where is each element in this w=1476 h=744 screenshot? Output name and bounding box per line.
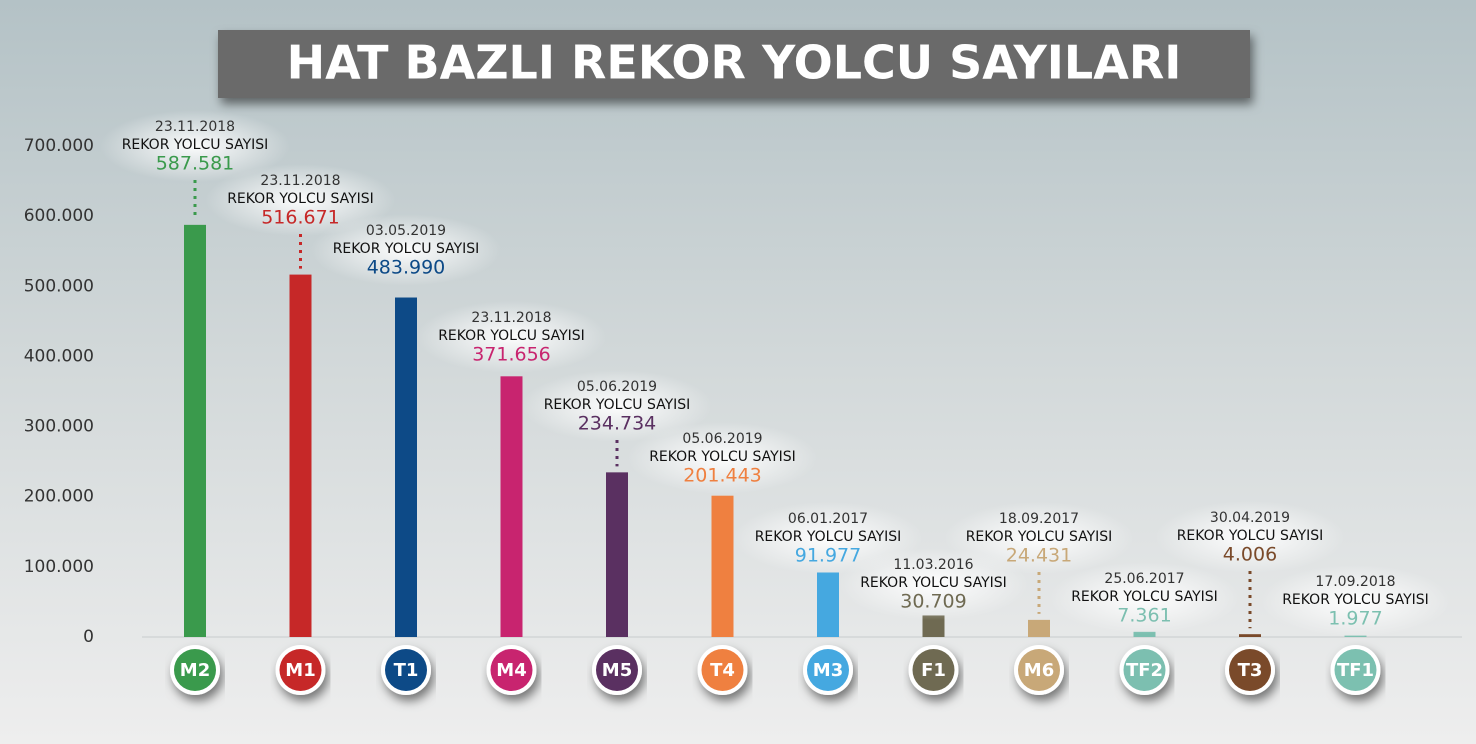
value-label: 201.443 xyxy=(683,465,762,487)
value-caption: REKOR YOLCU SAYISI xyxy=(544,397,691,413)
value-caption: REKOR YOLCU SAYISI xyxy=(438,328,585,344)
bar xyxy=(500,376,523,637)
y-tick-label: 700.000 xyxy=(24,136,94,156)
value-caption: REKOR YOLCU SAYISI xyxy=(649,449,796,465)
bar xyxy=(606,472,628,637)
line-badge xyxy=(174,649,216,691)
line-badge xyxy=(1334,649,1377,691)
line-badge xyxy=(490,649,533,691)
value-caption: REKOR YOLCU SAYISI xyxy=(1071,589,1218,605)
line-badge xyxy=(1123,649,1166,691)
bar xyxy=(817,572,839,637)
bar xyxy=(395,297,417,637)
y-tick-label: 100.000 xyxy=(24,557,94,577)
record-date: 23.11.2018 xyxy=(471,310,551,326)
x-tick-label: M3 xyxy=(813,660,843,681)
value-label: 516.671 xyxy=(261,207,340,229)
bar xyxy=(184,224,206,638)
value-caption: REKOR YOLCU SAYISI xyxy=(1282,592,1429,608)
record-date: 05.06.2019 xyxy=(682,431,762,447)
bar xyxy=(1239,634,1261,637)
y-tick-label: 500.000 xyxy=(24,276,94,296)
y-tick-label: 600.000 xyxy=(24,206,94,226)
label-glow xyxy=(100,110,290,182)
value-label: 4.006 xyxy=(1223,544,1277,566)
y-tick-label: 200.000 xyxy=(24,487,94,507)
line-badge xyxy=(596,649,638,691)
label-glow xyxy=(522,370,712,442)
label-glow xyxy=(1049,562,1240,634)
x-tick-label: M1 xyxy=(285,660,315,681)
line-badge xyxy=(807,649,849,691)
x-tick-label: M2 xyxy=(180,660,210,681)
record-date: 23.11.2018 xyxy=(155,119,235,135)
chart-title: HAT BAZLI REKOR YOLCU SAYILARI xyxy=(287,36,1182,90)
bar xyxy=(1028,619,1050,637)
x-tick-label: M4 xyxy=(496,660,526,681)
value-label: 371.656 xyxy=(472,344,551,366)
record-date: 11.03.2016 xyxy=(893,557,973,573)
value-caption: REKOR YOLCU SAYISI xyxy=(1177,528,1324,544)
record-date: 17.09.2018 xyxy=(1315,574,1395,590)
label-glow xyxy=(627,422,818,494)
value-caption: REKOR YOLCU SAYISI xyxy=(755,529,902,545)
line-badge xyxy=(385,649,427,691)
x-tick-label: M5 xyxy=(602,660,632,681)
value-caption: REKOR YOLCU SAYISI xyxy=(966,529,1113,545)
x-tick-label: T3 xyxy=(1238,660,1263,681)
line-badge xyxy=(279,649,322,691)
label-glow xyxy=(205,164,396,236)
x-tick-label: T4 xyxy=(710,660,735,681)
bar xyxy=(922,615,945,637)
line-badge xyxy=(1018,649,1060,691)
record-date: 03.05.2019 xyxy=(366,223,446,239)
record-date: 30.04.2019 xyxy=(1210,510,1290,526)
value-caption: REKOR YOLCU SAYISI xyxy=(333,241,480,257)
value-caption: REKOR YOLCU SAYISI xyxy=(227,191,374,207)
record-date: 25.06.2017 xyxy=(1104,571,1184,587)
value-caption: REKOR YOLCU SAYISI xyxy=(122,137,269,153)
line-badge xyxy=(1229,649,1271,691)
record-date: 23.11.2018 xyxy=(260,173,340,189)
bar xyxy=(1133,631,1156,637)
y-tick-label: 0 xyxy=(83,627,94,647)
value-caption: REKOR YOLCU SAYISI xyxy=(860,575,1007,591)
label-glow xyxy=(944,502,1134,574)
x-tick-label: F1 xyxy=(921,660,946,681)
record-date: 05.06.2019 xyxy=(577,379,657,395)
value-label: 7.361 xyxy=(1117,605,1171,627)
x-tick-label: M6 xyxy=(1024,660,1054,681)
x-tick-label: T1 xyxy=(394,660,419,681)
value-label: 587.581 xyxy=(156,153,235,175)
value-label: 24.431 xyxy=(1006,545,1072,567)
value-label: 234.734 xyxy=(578,413,657,435)
x-tick-label: TF1 xyxy=(1337,660,1374,681)
record-date: 06.01.2017 xyxy=(788,511,868,527)
value-label: 1.977 xyxy=(1328,608,1382,630)
label-glow xyxy=(1260,565,1451,637)
value-label: 483.990 xyxy=(367,257,446,279)
record-date: 18.09.2017 xyxy=(999,511,1079,527)
line-badge xyxy=(912,649,955,691)
y-tick-label: 300.000 xyxy=(24,417,94,437)
y-tick-label: 400.000 xyxy=(24,346,94,366)
x-tick-label: TF2 xyxy=(1126,660,1163,681)
title-banner xyxy=(218,30,1250,98)
label-glow xyxy=(1155,501,1345,573)
label-glow xyxy=(311,214,501,286)
label-glow xyxy=(416,301,607,373)
bar xyxy=(289,274,312,637)
bar xyxy=(711,495,734,637)
value-label: 91.977 xyxy=(795,545,861,567)
line-badge xyxy=(701,649,744,691)
value-label: 30.709 xyxy=(900,591,966,613)
